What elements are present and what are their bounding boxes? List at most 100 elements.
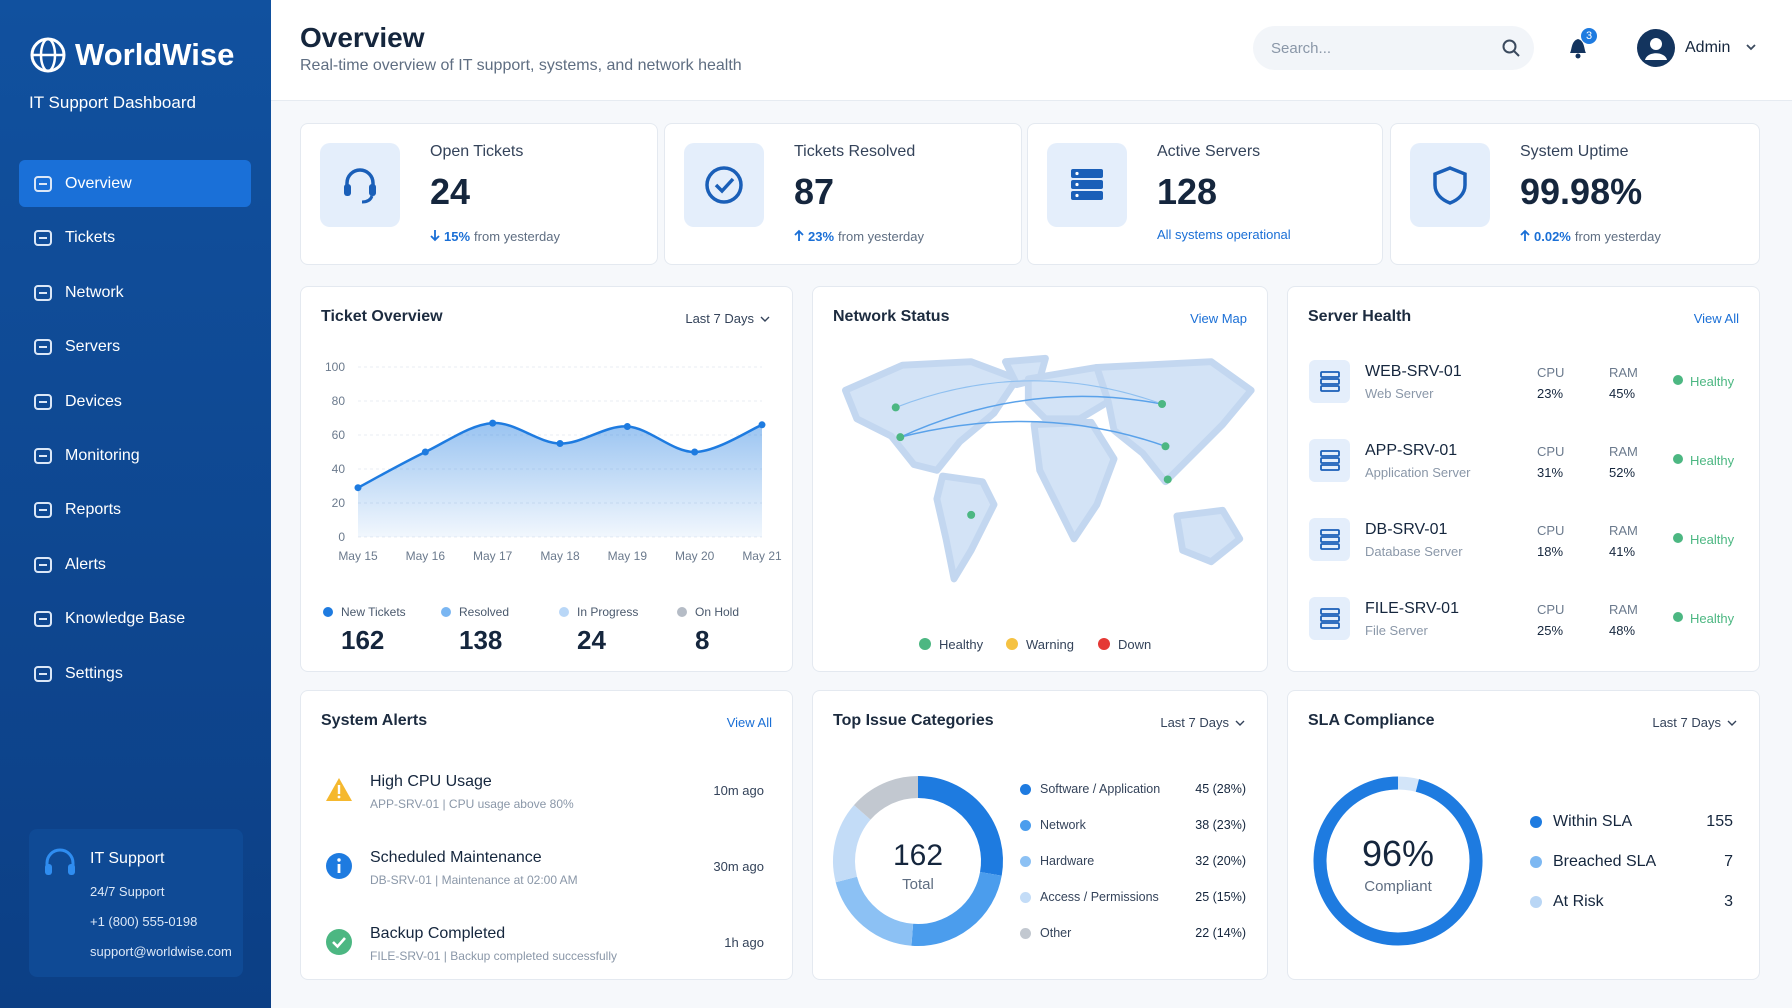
nav-icon: [34, 448, 52, 464]
stat-note: All systems operational: [1157, 227, 1291, 242]
period-select[interactable]: Last 7 Days: [1652, 715, 1721, 730]
server-status: Healthy: [1690, 374, 1735, 389]
period-select[interactable]: Last 7 Days: [1160, 715, 1229, 730]
logo: [30, 37, 66, 73]
rack: [1320, 615, 1340, 622]
nav-label[interactable]: Reports: [65, 501, 122, 519]
alert-icon: [326, 929, 352, 955]
ram-label: RAM: [1609, 365, 1638, 380]
legend-value: 3: [1724, 893, 1733, 910]
legend-label: At Risk: [1553, 893, 1604, 910]
ram-label: RAM: [1609, 523, 1638, 538]
panel-link[interactable]: View Map: [1190, 311, 1247, 326]
nav-icon: [34, 665, 52, 682]
ticket-overview-panel: Ticket Overview Last 7 Days 0 20 40 60 80 100 Ma…: [300, 286, 793, 672]
summary-label: In Progress: [577, 605, 639, 619]
legend-label: Breached SLA: [1553, 853, 1657, 870]
rack: [1320, 529, 1340, 536]
panel-title: Network Status: [833, 308, 950, 325]
bell-clapper: [1575, 53, 1581, 59]
nav-label[interactable]: Network: [65, 283, 124, 301]
x-tick-label: May 19: [608, 549, 648, 563]
stat-value: 99.98%: [1520, 171, 1643, 212]
ear: [344, 184, 351, 196]
nav-label[interactable]: Settings: [65, 664, 123, 682]
summary-label: On Hold: [695, 605, 740, 619]
legend-label: Healthy: [939, 637, 984, 652]
nav-label[interactable]: Devices: [65, 392, 122, 410]
mark: [337, 864, 341, 873]
nav-item[interactable]: Servers: [19, 323, 251, 370]
top-issues-panel: Top Issue Categories Last 7 Days 162 Total S…: [812, 690, 1268, 980]
panel-link[interactable]: View All: [1693, 311, 1739, 326]
user-name[interactable]: Admin: [1685, 39, 1731, 56]
server-status: Healthy: [1690, 453, 1735, 468]
nav-item[interactable]: Monitoring: [19, 432, 251, 479]
nav-item[interactable]: Tickets: [19, 214, 251, 261]
legend-label: Other: [1040, 926, 1072, 940]
server-role: Database Server: [1365, 544, 1463, 559]
legend-label: Hardware: [1040, 854, 1095, 868]
sla-ring: 96% Compliant: [1313, 776, 1483, 946]
nav-label[interactable]: Servers: [65, 338, 121, 356]
system-alerts-panel: System Alerts View All High CPU Usage APP-S…: [300, 690, 793, 980]
nav-item[interactable]: Overview: [19, 160, 251, 207]
period-select[interactable]: Last 7 Days: [685, 311, 754, 326]
stat-value: 87: [794, 171, 835, 212]
stat-label: Tickets Resolved: [794, 143, 916, 160]
alert-time: 30m ago: [713, 859, 764, 874]
summary-value: 138: [459, 625, 503, 655]
led: [1075, 193, 1079, 198]
ram-value: 52%: [1609, 465, 1636, 480]
stat-label: Open Tickets: [430, 143, 524, 160]
legend-dot: [441, 607, 451, 617]
dot: [677, 607, 687, 617]
nav-label[interactable]: Overview: [65, 175, 132, 192]
headset-right: [68, 864, 75, 875]
brand-subtitle: IT Support Dashboard: [29, 93, 196, 112]
nav-label[interactable]: Monitoring: [65, 447, 140, 464]
support-hours: 24/7 Support: [90, 884, 165, 899]
node-dot: [1161, 442, 1170, 451]
ram-value: 48%: [1609, 623, 1636, 638]
notification-bell: [1570, 39, 1586, 59]
nav-item[interactable]: Knowledge Base: [19, 595, 251, 642]
panel-link[interactable]: View All: [726, 715, 772, 730]
dot: [1673, 533, 1683, 543]
stat-label: System Uptime: [1520, 143, 1629, 160]
search-box[interactable]: Search...: [1253, 26, 1534, 70]
mark: [337, 785, 341, 794]
stat-change: 23% from yesterday: [794, 228, 924, 243]
nav-icon-shape: [34, 393, 52, 410]
avatar-head: [1650, 38, 1662, 50]
legend-dot: [1006, 638, 1018, 650]
dot: [1006, 638, 1018, 650]
legend-value: 25 (15%): [1195, 890, 1246, 904]
dot: [1530, 896, 1542, 908]
nav-label[interactable]: Knowledge Base: [65, 610, 186, 628]
node-dot: [891, 403, 900, 412]
nav-item[interactable]: Reports: [19, 486, 251, 533]
rack: [1320, 457, 1340, 464]
cpu-label: CPU: [1537, 444, 1565, 459]
nav-icon-shape: [34, 339, 52, 356]
nav-label[interactable]: Alerts: [65, 555, 106, 573]
search-placeholder[interactable]: Search...: [1271, 40, 1332, 57]
legend-dot: [1020, 928, 1031, 939]
alert-detail: FILE-SRV-01 | Backup completed successfu…: [370, 949, 618, 963]
nav-label[interactable]: Tickets: [65, 229, 116, 247]
panel-title: Top Issue Categories: [833, 712, 994, 729]
sla-arc: [1313, 776, 1483, 946]
notification-badge[interactable]: 3: [1581, 28, 1597, 44]
support-title: IT Support: [90, 850, 165, 867]
nav-item[interactable]: Alerts: [19, 541, 251, 588]
legend-label: Down: [1118, 637, 1152, 652]
nav-item[interactable]: Settings: [19, 650, 251, 697]
connection: [899, 395, 1163, 438]
nav-item[interactable]: Network: [19, 269, 251, 316]
stat-icon-box: [320, 143, 400, 227]
nav-item[interactable]: Devices: [19, 378, 251, 425]
line-area: [358, 423, 762, 537]
period-caret: [1235, 720, 1245, 726]
